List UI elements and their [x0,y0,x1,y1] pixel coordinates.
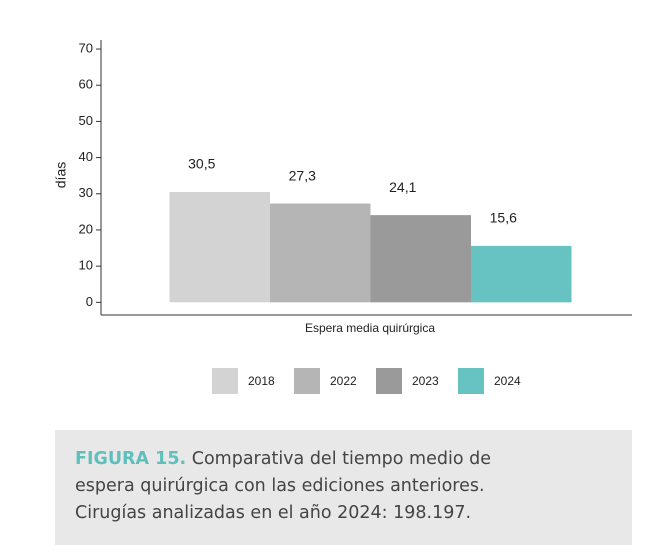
y-tick-label: 70 [79,40,93,55]
y-tick-label: 10 [79,258,93,273]
legend-swatch [376,368,402,394]
value-label: 27,3 [289,167,316,183]
legend-label: 2018 [248,374,275,388]
caption: FIGURA 15. Comparativa del tiempo medio … [55,430,632,545]
bar [169,191,270,303]
x-axis-label: Espera media quirúrgica [305,321,435,335]
legend-label: 2023 [412,374,439,388]
legend-swatch [212,368,238,394]
y-tick-label: 30 [79,185,93,200]
y-tick-label: 40 [79,149,93,164]
caption-text: espera quirúrgica con las ediciones ante… [75,476,485,496]
caption-text: Comparativa del tiempo medio de [191,449,491,469]
y-tick-label: 20 [79,221,93,236]
value-label: 24,1 [389,179,416,195]
caption-line: FIGURA 15. Comparativa del tiempo medio … [75,446,632,473]
bar [370,215,471,303]
caption-line: espera quirúrgica con las ediciones ante… [75,473,632,500]
caption-label: FIGURA 15. [75,449,187,469]
y-tick-label: 0 [86,294,93,309]
caption-text: Cirugías analizadas en el año 2024: 198.… [75,503,472,523]
legend-label: 2024 [494,374,521,388]
y-tick-label: 60 [79,77,93,92]
value-label: 30,5 [188,156,215,172]
bar [270,203,371,303]
bar [471,245,572,303]
caption-line: Cirugías analizadas en el año 2024: 198.… [75,500,632,527]
chart: días Espera media quirúrgica 0 10 20 30 40 50… [53,40,632,394]
legend-swatch [458,368,484,394]
y-tick-label: 50 [79,113,93,128]
legend-label: 2022 [330,374,357,388]
legend-swatch [294,368,320,394]
value-label: 15,6 [490,210,517,226]
y-axis-label: días [53,162,69,188]
